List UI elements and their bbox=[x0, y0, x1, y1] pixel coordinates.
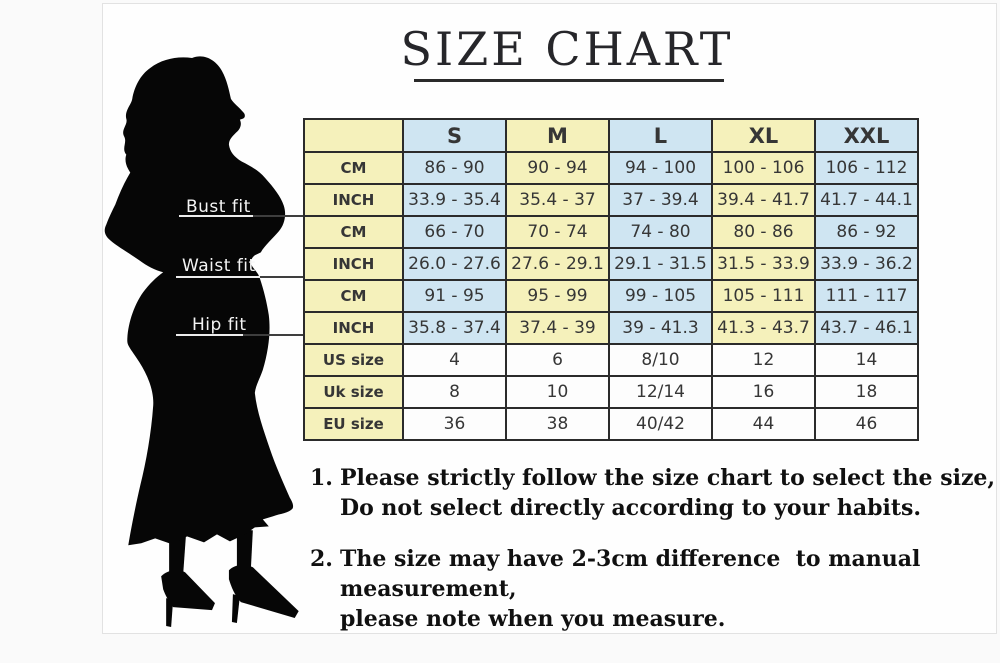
value-cell: 37.4 - 39 bbox=[505, 311, 610, 345]
silhouette-shapes bbox=[104, 56, 299, 628]
table-row: INCH 35.8 - 37.4 37.4 - 39 39 - 41.3 41.3 - … bbox=[303, 311, 919, 345]
hip-fit-label: Hip fit bbox=[192, 315, 247, 335]
value-cell: 105 - 111 bbox=[711, 279, 816, 313]
value-cell: 27.6 - 29.1 bbox=[505, 247, 610, 281]
row-label-cell: Uk size bbox=[303, 375, 404, 409]
value-cell: 43.7 - 46.1 bbox=[814, 311, 919, 345]
value-cell: 29.1 - 31.5 bbox=[608, 247, 713, 281]
row-label-cell: CM bbox=[303, 215, 404, 249]
value-cell: 14 bbox=[814, 343, 919, 377]
table-row: INCH 26.0 - 27.6 27.6 - 29.1 29.1 - 31.5 31.… bbox=[303, 247, 919, 281]
value-cell: 41.3 - 43.7 bbox=[711, 311, 816, 345]
value-cell: 74 - 80 bbox=[608, 215, 713, 249]
value-cell: 8 bbox=[402, 375, 507, 409]
value-cell: 39 - 41.3 bbox=[608, 311, 713, 345]
value-cell: 94 - 100 bbox=[608, 151, 713, 185]
value-cell: 44 bbox=[711, 407, 816, 441]
value-cell: 39.4 - 41.7 bbox=[711, 183, 816, 217]
row-label-cell: EU size bbox=[303, 407, 404, 441]
value-cell: 66 - 70 bbox=[402, 215, 507, 249]
value-cell: 100 - 106 bbox=[711, 151, 816, 185]
note-text: Please strictly follow the size chart to… bbox=[340, 463, 995, 523]
value-cell: 37 - 39.4 bbox=[608, 183, 713, 217]
value-cell: 86 - 92 bbox=[814, 215, 919, 249]
table-row: INCH 33.9 - 35.4 35.4 - 37 37 - 39.4 39.4 - … bbox=[303, 183, 919, 217]
value-cell: 33.9 - 35.4 bbox=[402, 183, 507, 217]
row-label-cell: CM bbox=[303, 279, 404, 313]
value-cell: 12/14 bbox=[608, 375, 713, 409]
title-underline bbox=[414, 79, 724, 82]
note-number: 1. bbox=[310, 465, 333, 491]
table-row: Uk size 8 10 12/14 16 18 bbox=[303, 375, 919, 409]
bust-fit-label: Bust fit bbox=[186, 197, 251, 217]
note-line: Do not select directly according to your… bbox=[340, 495, 922, 521]
value-cell: 41.7 - 44.1 bbox=[814, 183, 919, 217]
value-cell: 111 - 117 bbox=[814, 279, 919, 313]
column-header-s: S bbox=[402, 118, 507, 153]
value-cell: 18 bbox=[814, 375, 919, 409]
table-corner-cell bbox=[303, 118, 404, 153]
woman-silhouette-icon bbox=[104, 56, 299, 628]
row-label-cell: INCH bbox=[303, 311, 404, 345]
table-row: CM 66 - 70 70 - 74 74 - 80 80 - 86 86 - 92 bbox=[303, 215, 919, 249]
note-item-1: 1. Please strictly follow the size chart… bbox=[310, 463, 995, 523]
row-label-cell: CM bbox=[303, 151, 404, 185]
bust-fit-pointer-line bbox=[179, 215, 303, 217]
value-cell: 31.5 - 33.9 bbox=[711, 247, 816, 281]
row-label-cell: US size bbox=[303, 343, 404, 377]
value-cell: 95 - 99 bbox=[505, 279, 610, 313]
note-line: Please strictly follow the size chart to… bbox=[340, 465, 996, 491]
value-cell: 86 - 90 bbox=[402, 151, 507, 185]
waist-fit-pointer-line bbox=[176, 276, 303, 278]
value-cell: 36 bbox=[402, 407, 507, 441]
row-label-cell: INCH bbox=[303, 247, 404, 281]
column-header-m: M bbox=[505, 118, 610, 153]
row-label-cell: INCH bbox=[303, 183, 404, 217]
value-cell: 16 bbox=[711, 375, 816, 409]
table-row: US size 4 6 8/10 12 14 bbox=[303, 343, 919, 377]
table-row: CM 86 - 90 90 - 94 94 - 100 100 - 106 106 - 1… bbox=[303, 151, 919, 185]
value-cell: 38 bbox=[505, 407, 610, 441]
value-cell: 6 bbox=[505, 343, 610, 377]
value-cell: 40/42 bbox=[608, 407, 713, 441]
value-cell: 80 - 86 bbox=[711, 215, 816, 249]
table-row: EU size 36 38 40/42 44 46 bbox=[303, 407, 919, 441]
note-item-2: 2. The size may have 2-3cm difference to… bbox=[310, 544, 1000, 634]
value-cell: 4 bbox=[402, 343, 507, 377]
table-row: CM 91 - 95 95 - 99 99 - 105 105 - 111 111 - 1… bbox=[303, 279, 919, 313]
value-cell: 46 bbox=[814, 407, 919, 441]
value-cell: 106 - 112 bbox=[814, 151, 919, 185]
value-cell: 12 bbox=[711, 343, 816, 377]
note-line: The size may have 2-3cm difference to ma… bbox=[340, 546, 929, 602]
value-cell: 99 - 105 bbox=[608, 279, 713, 313]
value-cell: 35.4 - 37 bbox=[505, 183, 610, 217]
waist-fit-label: Waist fit bbox=[182, 256, 256, 276]
value-cell: 91 - 95 bbox=[402, 279, 507, 313]
page-title: SIZE CHART bbox=[400, 22, 734, 76]
note-number: 2. bbox=[310, 546, 333, 572]
note-text: The size may have 2-3cm difference to ma… bbox=[340, 544, 1000, 634]
hip-fit-pointer-line bbox=[176, 334, 303, 336]
value-cell: 90 - 94 bbox=[505, 151, 610, 185]
value-cell: 35.8 - 37.4 bbox=[402, 311, 507, 345]
column-header-xxl: XXL bbox=[814, 118, 919, 153]
value-cell: 8/10 bbox=[608, 343, 713, 377]
value-cell: 33.9 - 36.2 bbox=[814, 247, 919, 281]
size-table: S M L XL XXL CM 86 - 90 90 - 94 94 - 100 100 - 10… bbox=[303, 118, 919, 441]
column-header-l: L bbox=[608, 118, 713, 153]
column-header-xl: XL bbox=[711, 118, 816, 153]
note-line: please note when you measure. bbox=[340, 606, 726, 632]
value-cell: 10 bbox=[505, 375, 610, 409]
value-cell: 70 - 74 bbox=[505, 215, 610, 249]
value-cell: 26.0 - 27.6 bbox=[402, 247, 507, 281]
